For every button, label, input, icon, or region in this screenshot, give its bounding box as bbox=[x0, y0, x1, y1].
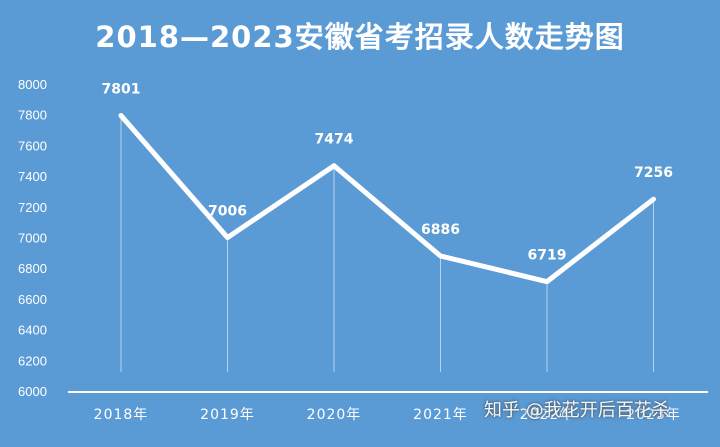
series-line bbox=[118, 113, 656, 285]
x-tick-label: 2023年 bbox=[626, 407, 681, 423]
x-tick-label: 2018年 bbox=[94, 407, 149, 423]
y-tick-label: 7000 bbox=[18, 231, 47, 246]
x-tick-label: 2022年 bbox=[520, 407, 575, 423]
data-label: 7006 bbox=[208, 204, 247, 220]
data-label: 6719 bbox=[528, 248, 567, 264]
y-tick-label: 8000 bbox=[18, 77, 47, 92]
y-tick-label: 6000 bbox=[18, 384, 47, 399]
x-tick-label: 2020年 bbox=[307, 407, 362, 423]
data-label: 7474 bbox=[315, 132, 354, 148]
chart-title: 2018—2023安徽省考招录人数走势图 bbox=[95, 20, 625, 54]
x-tick-label: 2021年 bbox=[413, 407, 468, 423]
data-label: 7256 bbox=[634, 165, 673, 181]
y-axis: 6000 6200 6400 6600 6800 7000 7200 7400 7600 7800… bbox=[18, 77, 47, 399]
data-labels: 7801 7006 7474 6886 6719 7256 bbox=[102, 82, 673, 264]
y-tick-label: 7600 bbox=[18, 138, 47, 153]
watermark: 知乎 @我花开后百花杀 bbox=[484, 400, 670, 421]
y-tick-label: 7400 bbox=[18, 169, 47, 184]
y-tick-label: 6200 bbox=[18, 353, 47, 368]
x-axis: 2018年 2019年 2020年 2021年 2022年 2023年 bbox=[94, 407, 681, 423]
drop-lines bbox=[120, 115, 654, 372]
y-tick-label: 6800 bbox=[18, 261, 47, 276]
y-tick-label: 7200 bbox=[18, 200, 47, 215]
y-tick-label: 6600 bbox=[18, 292, 47, 307]
y-tick-label: 7800 bbox=[18, 108, 47, 123]
y-tick-label: 6400 bbox=[18, 323, 47, 338]
x-tick-label: 2019年 bbox=[200, 407, 255, 423]
data-label: 7801 bbox=[102, 82, 141, 98]
data-label: 6886 bbox=[421, 222, 460, 238]
